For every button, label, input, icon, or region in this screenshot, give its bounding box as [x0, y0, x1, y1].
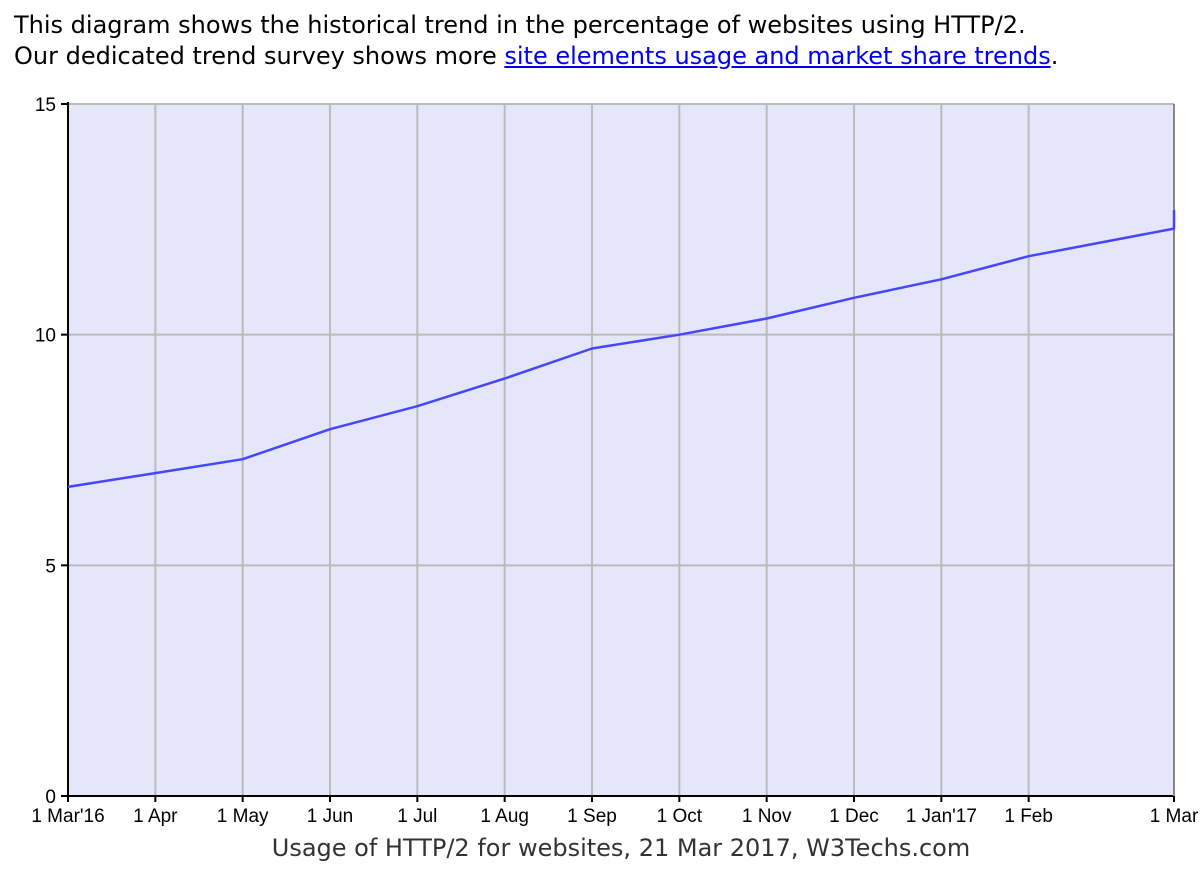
x-tick-label: 1 Jul [397, 806, 437, 827]
intro-line-2-suffix: . [1050, 42, 1059, 70]
intro-line-2-prefix: Our dedicated trend survey shows more [14, 42, 505, 70]
x-tick-label: 1 Oct [657, 806, 703, 827]
x-tick-label: 1 Jun [307, 806, 353, 827]
x-tick-label: 1 Sep [567, 806, 617, 827]
x-tick-label: 1 Mar [1150, 806, 1199, 827]
x-tick-label: 1 Dec [829, 806, 879, 827]
y-tick-label: 0 [45, 787, 56, 808]
x-tick-label: 1 Nov [742, 806, 792, 827]
usage-trend-chart: 0 5 10 15 1 Mar'16 1 Apr 1 May 1 Jun 1 Jul 1 Aug… [31, 95, 1199, 862]
plot-area [68, 104, 1174, 796]
y-tick-label: 15 [35, 95, 56, 116]
series-group [67, 210, 1176, 489]
series-line [67, 210, 1176, 489]
x-tick-label: 1 Aug [480, 806, 529, 827]
intro-line-1: This diagram shows the historical trend … [14, 11, 1026, 39]
y-tick-label: 5 [45, 556, 56, 577]
x-tick-label: 1 Apr [133, 806, 178, 827]
intro-text: This diagram shows the historical trend … [14, 10, 1194, 72]
x-tick-label: 1 Jan'17 [906, 806, 977, 827]
intro-line-2: Our dedicated trend survey shows more si… [14, 41, 1194, 72]
y-tick-labels: 0 5 10 15 [35, 95, 56, 808]
chart-caption: Usage of HTTP/2 for websites, 21 Mar 201… [272, 834, 971, 862]
x-tick-labels: 1 Mar'16 1 Apr 1 May 1 Jun 1 Jul 1 Aug 1 Sep 1 … [31, 806, 1199, 827]
x-tick-label: 1 Feb [1004, 806, 1053, 827]
y-tick-label: 10 [35, 326, 56, 347]
x-tick-label: 1 May [217, 806, 269, 827]
x-tick-label: 1 Mar'16 [31, 806, 104, 827]
trends-link[interactable]: site elements usage and market share tre… [504, 42, 1051, 70]
y-gridlines [61, 103, 1174, 797]
